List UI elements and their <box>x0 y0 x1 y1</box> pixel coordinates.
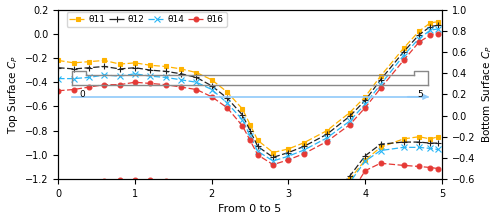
Y-axis label: Top Surface $C_P$: Top Surface $C_P$ <box>6 55 20 134</box>
Legend: θ11, θ12, θ14, θ16: θ11, θ12, θ14, θ16 <box>66 12 226 27</box>
Y-axis label: Bottom Surface $C_P$: Bottom Surface $C_P$ <box>480 46 494 143</box>
Text: 0: 0 <box>80 90 86 99</box>
Text: 5: 5 <box>418 90 423 99</box>
X-axis label: From 0 to 5: From 0 to 5 <box>218 204 282 214</box>
